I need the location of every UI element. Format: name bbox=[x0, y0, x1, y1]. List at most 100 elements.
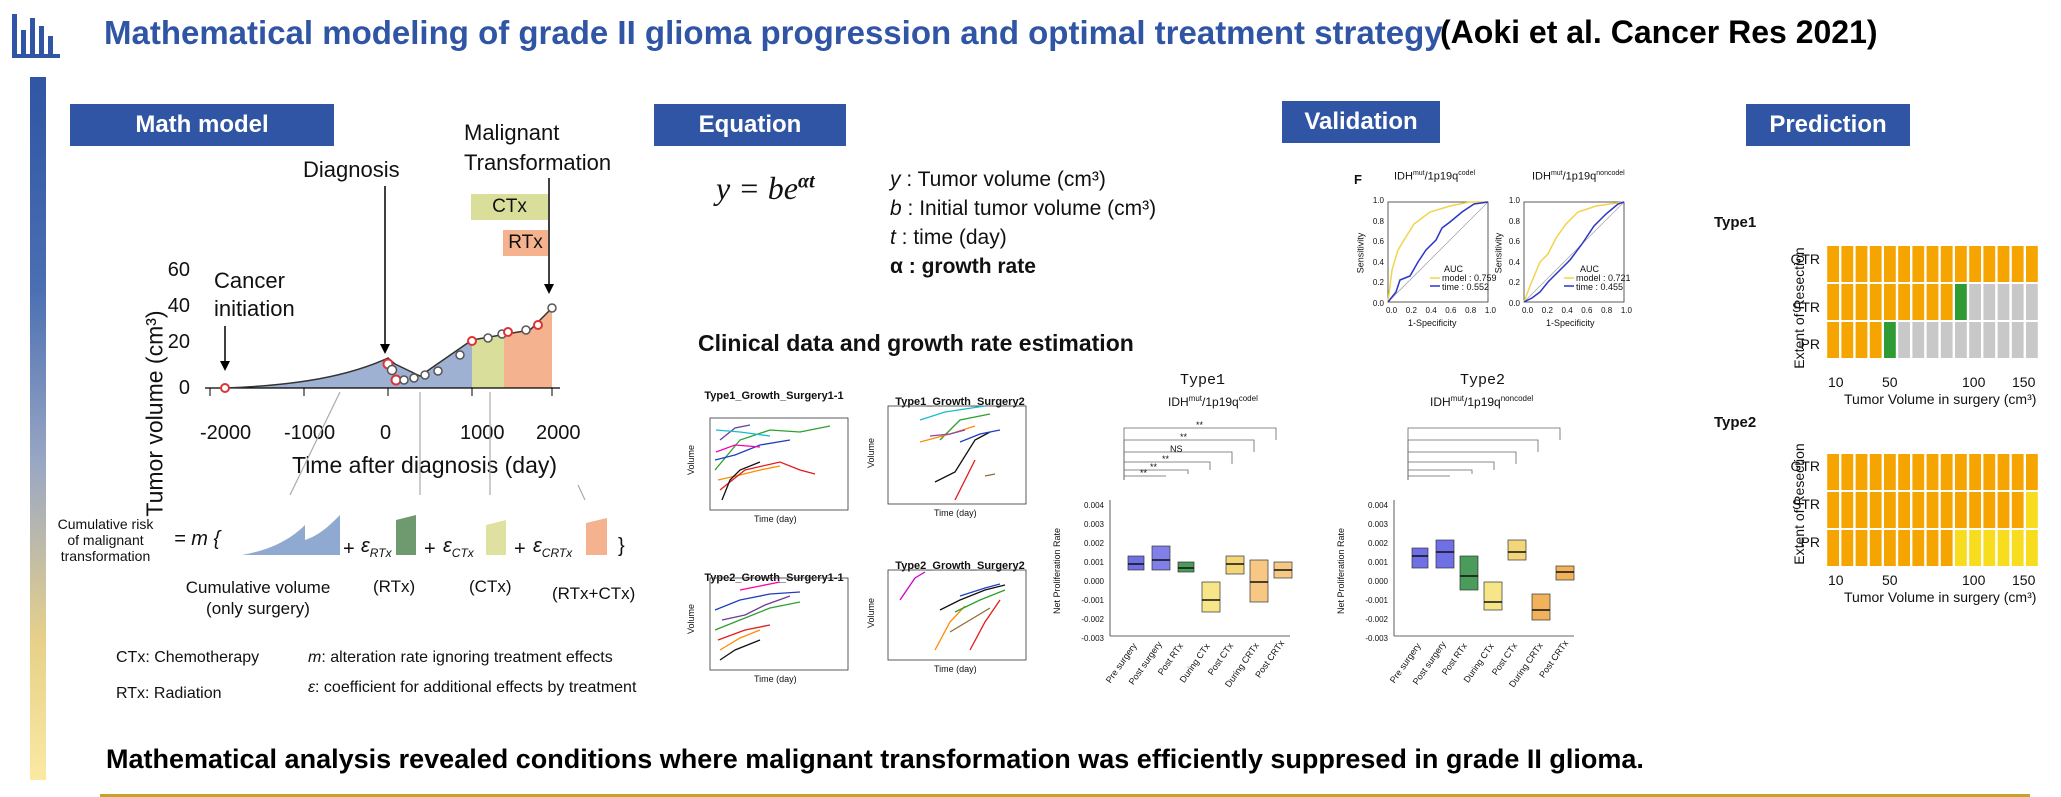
plus-2: + bbox=[424, 538, 436, 560]
type2-cell bbox=[1827, 530, 1839, 566]
m-definition: m: alteration rate ignoring treatment ef… bbox=[308, 649, 613, 666]
type2-cell bbox=[1926, 492, 1939, 528]
plus-3: + bbox=[514, 538, 526, 560]
type2-cell bbox=[1955, 454, 1967, 490]
left-accent-bar bbox=[30, 77, 46, 780]
def-b: b : Initial tumor volume (cm³) bbox=[890, 197, 1157, 220]
growth-panel-3-xlabel: Time (day) bbox=[754, 674, 797, 684]
type2-cell bbox=[1997, 492, 2010, 528]
growth-panel-1-title: Type1_Growth_Surgery1-1 bbox=[704, 390, 844, 402]
roc-left-xticks: 0.0 0.2 0.4 0.6 0.8 1.0 bbox=[1386, 306, 1496, 315]
section-validation: Validation bbox=[1282, 101, 1440, 143]
validation-panel-letter: F bbox=[1354, 172, 1362, 187]
ctx-definition: CTx: Chemotherapy bbox=[116, 649, 260, 666]
type2-cell bbox=[1926, 530, 1939, 566]
type2-xticks: 10 50 100 150 bbox=[1828, 572, 2036, 588]
type2-cell bbox=[1912, 454, 1925, 490]
type1-cell bbox=[1983, 246, 1996, 282]
cancer-initiation-label-2: initiation bbox=[214, 296, 295, 321]
roc-right-model: model : 0.721 bbox=[1576, 273, 1631, 283]
prediction-type1-grid bbox=[1827, 246, 2038, 358]
type1-cell bbox=[1983, 284, 1996, 320]
roc-right-time: time : 0.455 bbox=[1576, 282, 1624, 292]
roc-right-xlabel: 1-Specificity bbox=[1546, 318, 1595, 328]
type2-cell bbox=[1997, 454, 2010, 490]
type2-cell bbox=[1855, 530, 1868, 566]
roc-left-xlabel: 1-Specificity bbox=[1408, 318, 1457, 328]
boxplot-type1-yticks: 0.004 0.003 0.002 0.001 0.000 -0.001 -0.… bbox=[1081, 501, 1104, 643]
citation: (Aoki et al. Cancer Res 2021) bbox=[1440, 14, 1878, 50]
type2-cell bbox=[1869, 454, 1882, 490]
type1-row-gtr: GTR bbox=[1790, 251, 1820, 267]
growth-panel-4-xlabel: Time (day) bbox=[934, 664, 977, 674]
type1-cell bbox=[1955, 284, 1967, 320]
type1-cell bbox=[1969, 246, 1981, 282]
type1-xlabel: Tumor Volume in surgery (cm³) bbox=[1844, 391, 2037, 407]
type1-row-str: STR bbox=[1792, 299, 1820, 315]
type1-cell bbox=[1841, 246, 1854, 282]
eps-ctx: εCTx bbox=[443, 535, 474, 560]
section-math-model: Math model bbox=[70, 104, 334, 146]
type1-cell bbox=[1841, 284, 1854, 320]
roc-left-auc: AUC bbox=[1444, 264, 1464, 274]
type2-cell bbox=[1827, 454, 1839, 490]
type1-cell bbox=[1997, 246, 2010, 282]
boxplot-type2-subtitle: IDHmut/1p19qnoncodel bbox=[1430, 394, 1534, 409]
type1-cell bbox=[1827, 284, 1839, 320]
def-y: y : Tumor volume (cm³) bbox=[890, 168, 1106, 191]
ytick-20: 20 bbox=[167, 331, 190, 353]
type2-cell bbox=[1855, 454, 1868, 490]
roc-right-yticks: 0.0 0.2 0.4 0.6 0.8 1.0 bbox=[1508, 196, 1520, 308]
type2-cell bbox=[1869, 492, 1882, 528]
def-t: t : time (day) bbox=[890, 226, 1007, 249]
roc-left-model: model : 0.759 bbox=[1442, 273, 1497, 283]
type2-cell bbox=[2026, 492, 2038, 528]
ytick-0: 0 bbox=[178, 377, 190, 399]
type1-cell bbox=[1869, 284, 1882, 320]
type2-cell bbox=[2011, 492, 2024, 528]
type2-cell bbox=[2026, 454, 2038, 490]
type2-cell bbox=[2011, 530, 2024, 566]
xtick-2000: 2000 bbox=[536, 422, 581, 444]
type2-cell bbox=[2011, 454, 2024, 490]
prediction-type1-label: Type1 bbox=[1714, 214, 1757, 231]
bar-chart-logo-icon bbox=[12, 14, 60, 58]
sig-label-2: ** bbox=[1180, 432, 1188, 442]
clinical-data-title: Clinical data and growth rate estimation bbox=[698, 330, 1134, 356]
malignant-label-1: Malignant bbox=[464, 120, 560, 145]
type1-cell bbox=[1969, 284, 1981, 320]
type2-row-pr: PR bbox=[1800, 534, 1820, 550]
prediction-type2-grid bbox=[1827, 454, 2038, 566]
type1-cell bbox=[1884, 322, 1896, 358]
ytick-40: 40 bbox=[167, 295, 190, 317]
type1-cell bbox=[1855, 322, 1868, 358]
roc-left-yticks: 0.0 0.2 0.4 0.6 0.8 1.0 bbox=[1372, 196, 1384, 308]
type1-cell bbox=[1841, 322, 1854, 358]
type2-cell bbox=[1940, 492, 1953, 528]
rtx-paren-label: (RTx) bbox=[373, 577, 416, 596]
growth-panel-1-xlabel: Time (day) bbox=[754, 514, 797, 524]
prediction-type2-label: Type2 bbox=[1714, 414, 1757, 431]
roc-left-ylabel: Sensitivity bbox=[1355, 232, 1366, 274]
type2-cell bbox=[1955, 492, 1967, 528]
type1-cell bbox=[1827, 322, 1839, 358]
section-equation: Equation bbox=[654, 104, 846, 146]
type1-cell bbox=[1898, 322, 1910, 358]
sig-label-6: ** bbox=[1140, 468, 1148, 478]
rtx-definition: RTx: Radiation bbox=[116, 685, 222, 702]
type2-cell bbox=[1940, 454, 1953, 490]
def-alpha: α : growth rate bbox=[890, 255, 1036, 278]
type2-cell bbox=[1898, 530, 1910, 566]
ctx-paren-label: (CTx) bbox=[469, 577, 512, 596]
cancer-initiation-label-1: Cancer bbox=[214, 268, 285, 293]
roc-left-title: IDHmut/1p19qcodel bbox=[1394, 170, 1476, 183]
type2-cell bbox=[1841, 454, 1854, 490]
type1-cell bbox=[1940, 322, 1953, 358]
type1-cell bbox=[1940, 246, 1953, 282]
type2-cell bbox=[1841, 530, 1854, 566]
page-title: Mathematical modeling of grade II glioma… bbox=[104, 14, 1443, 51]
type1-cell bbox=[1869, 246, 1882, 282]
type2-cell bbox=[1955, 530, 1967, 566]
